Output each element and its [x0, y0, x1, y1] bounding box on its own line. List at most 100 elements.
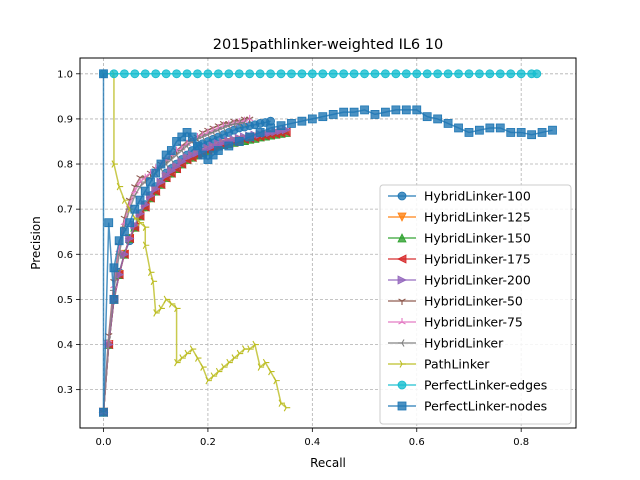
data-point — [412, 69, 422, 79]
data-point — [485, 69, 495, 79]
x-tick-label: 0.4 — [304, 437, 320, 448]
data-point — [168, 300, 176, 308]
data-point — [391, 69, 401, 79]
y-tick-label: 0.6 — [57, 250, 73, 261]
x-tick-label: 0.0 — [96, 437, 112, 448]
data-point — [235, 119, 242, 128]
data-point — [236, 349, 244, 358]
data-point — [224, 141, 234, 151]
data-point — [307, 69, 317, 79]
data-point — [234, 69, 244, 79]
y-tick-label: 0.4 — [57, 340, 73, 351]
data-point — [516, 128, 526, 137]
data-point — [266, 123, 275, 133]
data-point — [121, 196, 129, 204]
legend-swatch-marker — [397, 191, 407, 201]
data-point — [142, 223, 150, 231]
data-point — [109, 295, 119, 304]
y-tick-label: 0.3 — [57, 385, 73, 396]
data-point — [156, 177, 166, 187]
data-point — [161, 170, 172, 180]
x-axis-label: Recall — [310, 456, 346, 470]
data-point — [276, 121, 286, 131]
data-point — [172, 137, 181, 146]
data-point — [119, 69, 129, 79]
data-point — [257, 363, 265, 371]
data-point — [224, 121, 232, 130]
data-point — [177, 132, 187, 142]
legend-label: PerfectLinker-nodes — [424, 399, 547, 414]
data-point — [193, 69, 202, 79]
data-point — [328, 110, 338, 119]
data-point — [283, 403, 291, 412]
data-point — [537, 128, 547, 137]
data-point — [360, 69, 369, 79]
data-point — [150, 277, 158, 286]
data-point — [203, 155, 213, 164]
data-point — [99, 407, 108, 417]
data-point — [125, 233, 135, 244]
data-point — [245, 114, 254, 122]
legend-swatch-marker — [397, 233, 407, 243]
data-point — [464, 128, 474, 137]
data-point — [161, 150, 171, 160]
legend-label: HybridLinker-125 — [424, 210, 531, 225]
data-point — [381, 69, 390, 79]
legend-item: HybridLinker-175 — [388, 252, 531, 267]
data-point — [153, 309, 160, 317]
data-point — [125, 218, 134, 228]
data-point — [214, 126, 221, 134]
data-point — [148, 268, 155, 277]
data-point — [401, 69, 411, 79]
data-point — [182, 128, 192, 137]
data-point — [158, 304, 165, 313]
data-point — [495, 69, 505, 79]
data-point — [349, 107, 359, 117]
series-perfectlinker-edges — [99, 69, 542, 79]
data-point — [116, 182, 124, 191]
data-point — [189, 345, 197, 353]
data-point — [255, 69, 265, 79]
legend-item: HybridLinker-75 — [388, 315, 523, 330]
data-point — [370, 69, 380, 79]
data-point — [177, 146, 185, 155]
data-point — [219, 124, 227, 132]
data-point — [119, 227, 129, 237]
data-point — [339, 107, 349, 117]
data-point — [287, 69, 296, 79]
legend-item: PerfectLinker-nodes — [388, 399, 547, 414]
data-point — [339, 69, 349, 79]
series-line — [102, 121, 245, 413]
x-tick-label: 0.8 — [513, 437, 529, 448]
data-point — [213, 69, 223, 79]
data-point — [443, 119, 453, 128]
data-point — [209, 128, 216, 137]
data-point — [278, 399, 286, 407]
data-point — [174, 304, 181, 313]
data-point — [140, 186, 150, 196]
data-point — [142, 241, 150, 250]
y-tick-label: 1.0 — [57, 69, 73, 80]
data-point — [174, 358, 181, 367]
data-point — [208, 141, 219, 151]
data-point — [198, 150, 208, 160]
legend-label: HybridLinker-175 — [424, 252, 531, 267]
data-point — [130, 204, 140, 214]
chart-title: 2015pathlinker-weighted IL6 10 — [213, 37, 443, 53]
data-point — [349, 69, 359, 79]
data-point — [328, 69, 338, 79]
data-point — [183, 142, 190, 150]
data-point — [370, 110, 380, 119]
legend-swatch-marker — [399, 360, 406, 368]
legend-label: HybridLinker-75 — [424, 315, 523, 330]
data-point — [184, 349, 192, 358]
series-perfectlinker-nodes — [99, 69, 557, 417]
data-point — [161, 69, 171, 79]
data-point — [172, 69, 181, 79]
legend-label: HybridLinker-150 — [424, 231, 531, 246]
data-point — [187, 132, 197, 142]
legend-label: PerfectLinker-edges — [424, 378, 547, 393]
data-point — [516, 69, 526, 79]
legend-label: HybridLinker-100 — [424, 189, 531, 204]
